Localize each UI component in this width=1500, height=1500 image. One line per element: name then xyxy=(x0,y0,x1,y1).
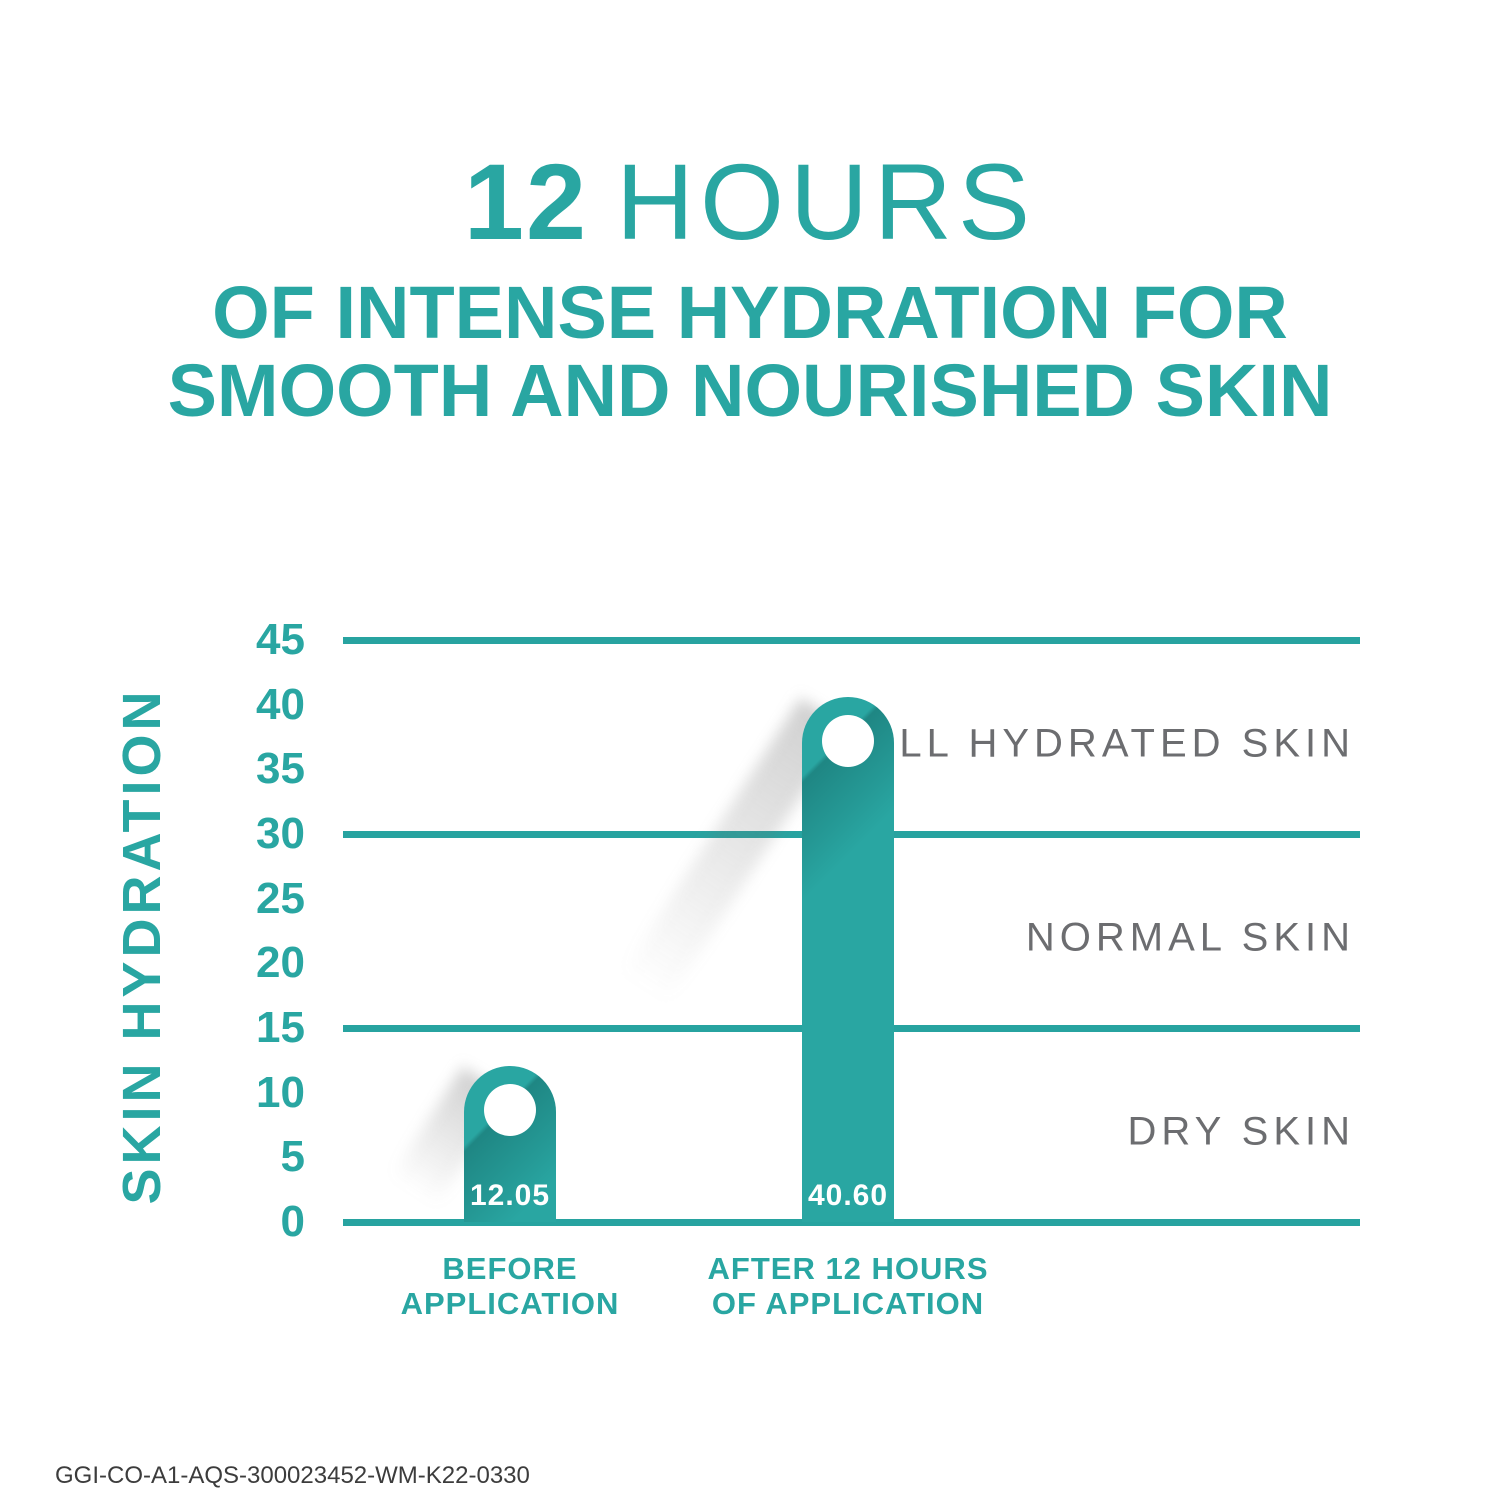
bar-after-12-hours-of-application-pin-hole xyxy=(822,714,874,767)
zone-label-well-hydrated-skin: WELL HYDRATED SKIN xyxy=(824,721,1355,766)
bar-after-12-hours-of-application-value-label: 40.60 xyxy=(807,1178,889,1212)
gridline-45 xyxy=(343,636,1360,644)
footer-code: GGI-CO-A1-AQS-300023452-WM-K22-0330 xyxy=(55,1462,530,1489)
bar-before-application-pin-hole xyxy=(484,1084,536,1137)
bar-before-application: 12.05 xyxy=(464,1066,556,1222)
category-label-line: APPLICATION xyxy=(400,1285,620,1321)
y-tick-label-5: 5 xyxy=(280,1132,305,1182)
y-tick-label-40: 40 xyxy=(256,679,305,729)
category-label-after-12-hours-of-application: AFTER 12 HOURS OF APPLICATION xyxy=(707,1251,989,1321)
y-tick-label-10: 10 xyxy=(256,1067,305,1117)
zone-label-dry-skin: DRY SKIN xyxy=(1127,1109,1355,1154)
title-line-3: SMOOTH AND NOURISHED SKIN xyxy=(167,349,1333,432)
y-axis-title: SKIN HYDRATION xyxy=(112,687,172,1205)
title-line-1: 12 HOURS xyxy=(0,148,1500,256)
title-line-2: OF INTENSE HYDRATION FOR xyxy=(212,271,1288,354)
title-line-1-text: HOURS xyxy=(616,141,1037,262)
zone-label-normal-skin: NORMAL SKIN xyxy=(1025,915,1355,960)
category-label-line: AFTER 12 HOURS xyxy=(707,1251,989,1286)
y-tick-label-20: 20 xyxy=(256,938,305,988)
y-tick-label-45: 45 xyxy=(256,615,305,664)
bar-after-12-hours-of-application: 40.60 xyxy=(802,696,894,1222)
gridline-0 xyxy=(343,1218,1360,1226)
y-tick-label-0: 0 xyxy=(280,1197,305,1246)
y-tick-label-25: 25 xyxy=(256,873,305,923)
y-tick-label-35: 35 xyxy=(256,744,305,794)
y-tick-label-30: 30 xyxy=(256,809,305,858)
y-tick-label-15: 15 xyxy=(256,1003,305,1052)
category-label-line: OF APPLICATION xyxy=(711,1285,985,1321)
bar-before-application-value-label: 12.05 xyxy=(469,1178,551,1212)
category-label-before-application: BEFORE APPLICATION xyxy=(400,1251,620,1321)
title-highlight-number: 12 xyxy=(463,141,589,262)
category-label-line: BEFORE xyxy=(442,1251,578,1286)
